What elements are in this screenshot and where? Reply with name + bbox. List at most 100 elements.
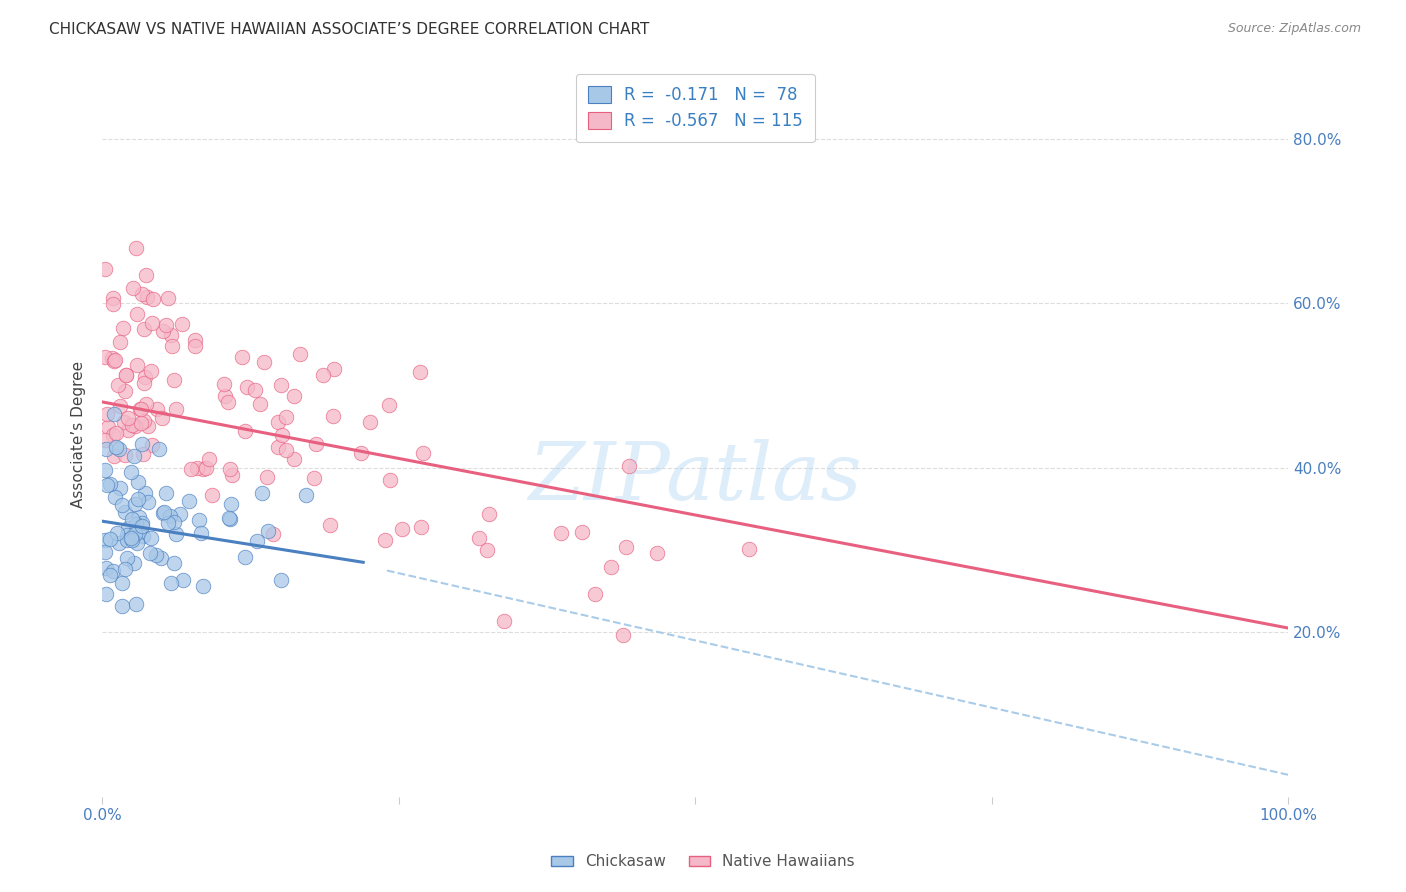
Point: [283, 452, 305, 467]
Point: [103, 449, 125, 463]
Point: [139, 545, 162, 559]
Point: [253, 354, 276, 368]
Point: [600, 559, 623, 574]
Point: [115, 551, 138, 566]
Point: [101, 565, 124, 579]
Point: [132, 376, 155, 391]
Point: [246, 534, 269, 549]
Point: [128, 524, 150, 539]
Point: [267, 415, 290, 429]
Point: [163, 556, 186, 570]
Point: [115, 527, 138, 541]
Point: [131, 436, 153, 450]
Point: [614, 540, 637, 554]
Point: [218, 511, 240, 525]
Point: [114, 504, 136, 518]
Point: [378, 398, 401, 412]
Point: [131, 516, 153, 531]
Point: [738, 541, 761, 556]
Point: [412, 445, 434, 459]
Point: [103, 354, 125, 368]
Point: [172, 317, 194, 331]
Point: [136, 495, 159, 509]
Point: [120, 531, 142, 545]
Point: [141, 316, 163, 330]
Point: [221, 467, 243, 482]
Point: [132, 447, 155, 461]
Point: [157, 291, 180, 305]
Point: [190, 525, 212, 540]
Point: [132, 414, 155, 428]
Point: [111, 576, 134, 591]
Point: [110, 481, 132, 495]
Point: [152, 324, 174, 338]
Point: [150, 410, 173, 425]
Point: [201, 488, 224, 502]
Point: [136, 290, 159, 304]
Point: [114, 448, 136, 462]
Point: [104, 491, 127, 505]
Point: [391, 522, 413, 536]
Point: [108, 335, 131, 350]
Point: [105, 426, 128, 441]
Point: [136, 418, 159, 433]
Point: [612, 628, 634, 642]
Point: [169, 508, 191, 522]
Point: [262, 527, 284, 541]
Point: [115, 533, 138, 547]
Point: [132, 322, 155, 336]
Point: [141, 532, 163, 546]
Point: [184, 338, 207, 352]
Point: [122, 527, 145, 541]
Point: [108, 536, 131, 550]
Point: [111, 320, 134, 334]
Point: [295, 488, 318, 502]
Point: [121, 417, 143, 432]
Point: [131, 519, 153, 533]
Point: [124, 419, 146, 434]
Point: [101, 291, 124, 305]
Point: [373, 533, 395, 547]
Point: [256, 470, 278, 484]
Point: [93, 350, 115, 364]
Point: [163, 373, 186, 387]
Point: [134, 370, 156, 384]
Text: ZIPatlas: ZIPatlas: [529, 440, 862, 517]
Point: [135, 397, 157, 411]
Point: [101, 427, 124, 442]
Point: [219, 462, 242, 476]
Point: [114, 562, 136, 576]
Point: [159, 576, 181, 591]
Point: [302, 471, 325, 485]
Point: [619, 458, 641, 473]
Point: [125, 535, 148, 549]
Point: [159, 328, 181, 343]
Point: [219, 497, 242, 511]
Point: [188, 513, 211, 527]
Point: [198, 452, 221, 467]
Point: [322, 409, 344, 424]
Point: [117, 423, 139, 437]
Point: [195, 460, 218, 475]
Point: [583, 587, 606, 601]
Point: [124, 556, 146, 570]
Point: [128, 510, 150, 524]
Legend: Chickasaw, Native Hawaiians: Chickasaw, Native Hawaiians: [546, 848, 860, 875]
Point: [121, 533, 143, 547]
Point: [152, 506, 174, 520]
Point: [97, 420, 120, 434]
Point: [191, 579, 214, 593]
Point: [111, 599, 134, 613]
Point: [477, 542, 499, 557]
Point: [96, 561, 118, 575]
Point: [100, 351, 122, 365]
Point: [217, 394, 239, 409]
Point: [172, 573, 194, 587]
Point: [96, 407, 118, 421]
Point: [121, 512, 143, 526]
Point: [468, 531, 491, 545]
Point: [117, 411, 139, 425]
Point: [157, 516, 180, 530]
Point: [135, 268, 157, 283]
Y-axis label: Associate’s Degree: Associate’s Degree: [72, 361, 86, 508]
